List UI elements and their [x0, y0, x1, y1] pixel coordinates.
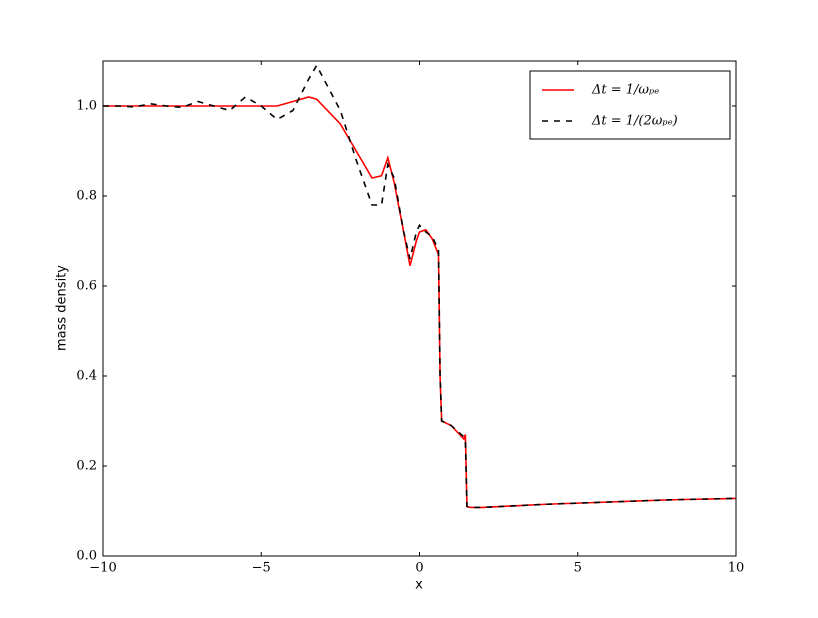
- y-tick-label: 0.2: [76, 459, 97, 474]
- x-tick-label: 0: [415, 561, 423, 576]
- legend-label: Δt = 1/ωₚₑ: [591, 83, 659, 98]
- y-tick-label: 1.0: [76, 99, 97, 114]
- y-tick-label: 0.4: [76, 369, 97, 384]
- y-axis-label: mass density: [55, 265, 70, 351]
- x-tick-label: −10: [89, 561, 116, 576]
- y-tick-label: 0.6: [76, 279, 97, 294]
- legend-label: Δt = 1/(2ωₚₑ): [591, 114, 678, 129]
- y-tick-label: 0.0: [76, 549, 97, 564]
- x-tick-label: 10: [728, 561, 745, 576]
- x-tick-label: 5: [574, 561, 582, 576]
- x-tick-label: −5: [252, 561, 271, 576]
- data-line: [103, 96, 737, 509]
- x-axis-label: x: [415, 578, 423, 593]
- y-tick-label: 0.8: [76, 189, 97, 204]
- legend-box: [529, 70, 731, 140]
